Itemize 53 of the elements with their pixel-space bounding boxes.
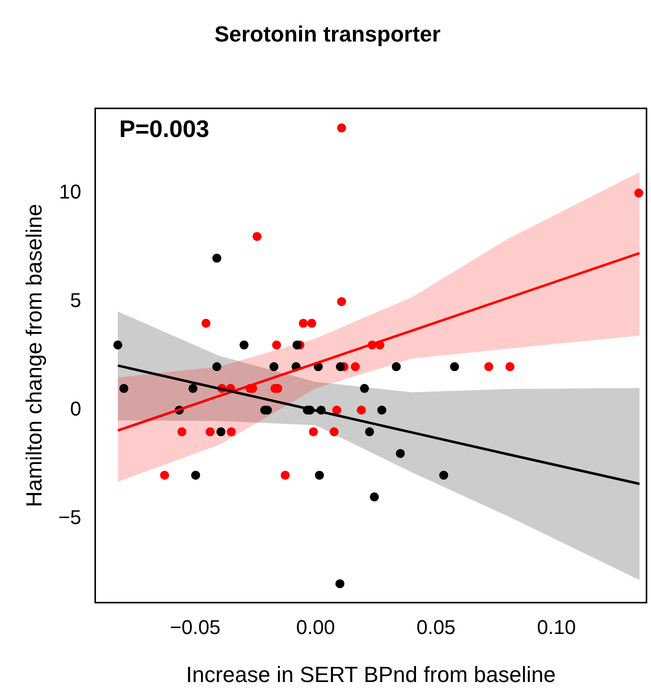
point (298, 318, 308, 328)
point (226, 427, 236, 436)
point (392, 362, 401, 372)
chart-title: Serotonin transporter (214, 21, 441, 46)
point (206, 427, 215, 436)
point (119, 384, 128, 393)
point (307, 318, 316, 328)
point (396, 448, 405, 458)
point (252, 232, 262, 241)
x-tick-label: −0.05 (170, 617, 220, 640)
point (292, 340, 302, 350)
point (330, 427, 339, 436)
point (365, 427, 374, 436)
point (314, 470, 324, 480)
point (360, 384, 369, 393)
point (337, 297, 346, 306)
point (335, 579, 344, 588)
point (332, 406, 342, 415)
point (370, 492, 379, 502)
point (191, 470, 200, 480)
point (240, 340, 249, 350)
y-axis-title: Hamilton change from baseline (21, 204, 46, 508)
y-tick-label: 0 (70, 398, 82, 421)
point (439, 470, 448, 480)
point (272, 340, 282, 350)
point (336, 362, 345, 372)
point (450, 362, 460, 372)
point (201, 318, 210, 328)
y-tick-label: −5 (58, 507, 82, 530)
point (212, 254, 222, 263)
point (212, 362, 222, 372)
point (160, 470, 170, 480)
point (337, 123, 346, 132)
annotation: P=0.003 (119, 116, 210, 144)
point (377, 406, 386, 415)
point (113, 340, 122, 350)
point (350, 362, 360, 372)
x-tick-label: 0.00 (296, 617, 336, 640)
point (356, 406, 366, 415)
point (280, 470, 290, 480)
point (505, 362, 514, 372)
x-axis-title: Increase in SERT BPnd from baseline (186, 662, 556, 687)
point (216, 427, 226, 436)
y-tick-label: 5 (70, 290, 82, 312)
point (269, 362, 278, 372)
x-tick-label: 0.05 (416, 617, 456, 640)
point (484, 362, 494, 372)
y-tick-label: 10 (58, 182, 82, 204)
x-tick-label: 0.10 (536, 617, 576, 640)
point (308, 427, 318, 436)
point (177, 427, 186, 436)
point (634, 188, 644, 198)
point (188, 384, 198, 393)
